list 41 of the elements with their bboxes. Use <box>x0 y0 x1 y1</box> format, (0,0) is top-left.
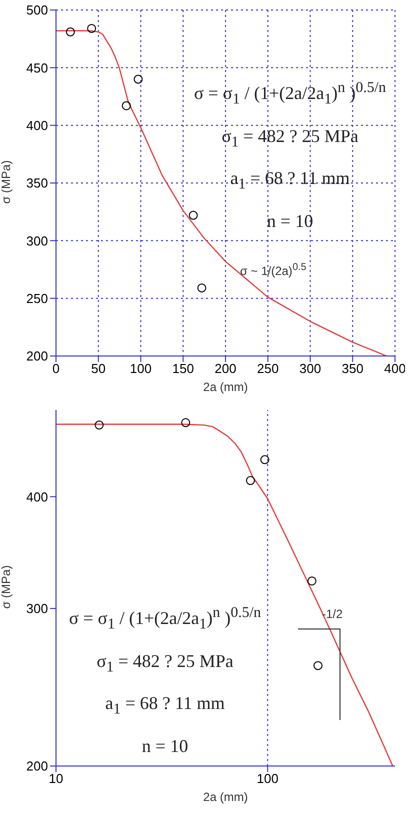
y-tick-label: 350 <box>26 176 48 191</box>
annotation: σ$_{1}$ = 482 ? 25 MPa <box>96 650 234 678</box>
y-axis-title: σ (MPa) <box>0 159 13 206</box>
y-tick-label: 300 <box>26 233 48 248</box>
x-axis-title: 2a (mm) <box>202 790 249 804</box>
annotation: σ = σ$_{1}$ / (1+(2a/2a$_{1}$)$^{n}$ )$^{0.5/n}$ <box>68 605 262 633</box>
y-tick-label: 450 <box>26 60 48 76</box>
annotation: σ = σ$_{1}$ / (1+(2a/2a$_{1}$)$^{n}$ )$^{0.5/n}$ <box>192 79 388 110</box>
x-tick-label: 200 <box>214 361 236 376</box>
y-tick-label: 200 <box>26 348 48 364</box>
y-axis-title: σ (MPa) <box>0 564 13 611</box>
x-tick-label: 350 <box>342 361 364 376</box>
annotation: σ ~ 1/(2a)$^{0.5}$ <box>240 262 306 278</box>
x-tick-label: 50 <box>91 361 106 376</box>
x-tick-label: 10 <box>48 771 64 786</box>
annotation: σ$_{1}$ = 482 ? 25 MPa <box>220 124 360 152</box>
y-tick-label: 500 <box>26 2 48 18</box>
point <box>188 210 198 220</box>
annotation: a$_{1}$ = 68 ? 11 mm <box>104 692 226 720</box>
x-tick-label: 0 <box>52 361 60 376</box>
x-axis-title: 2a (mm) <box>202 380 249 394</box>
annotation: n = 10 <box>142 736 188 756</box>
y-tick-label: 200 <box>26 758 48 774</box>
y-tick-label: 400 <box>26 489 48 504</box>
x-tick-label: 150 <box>172 361 194 376</box>
point <box>87 24 96 33</box>
annotation: n = 10 <box>266 210 314 233</box>
x-tick-label: 300 <box>299 361 322 376</box>
annotation: a$_{1}$ = 68 ? 11 mm <box>229 167 351 195</box>
y-tick-label: 300 <box>26 601 48 616</box>
point <box>66 27 75 36</box>
annotation: -1/2 <box>322 607 343 621</box>
x-tick-label: 100 <box>256 771 278 786</box>
point <box>122 101 131 110</box>
x-tick-label: 100 <box>130 361 152 376</box>
x-tick-label: 250 <box>257 361 279 376</box>
y-tick-label: 400 <box>26 118 48 133</box>
point <box>197 283 206 292</box>
y-tick-label: 250 <box>26 290 48 306</box>
point <box>134 74 143 84</box>
x-tick-label: 400 <box>384 361 406 376</box>
